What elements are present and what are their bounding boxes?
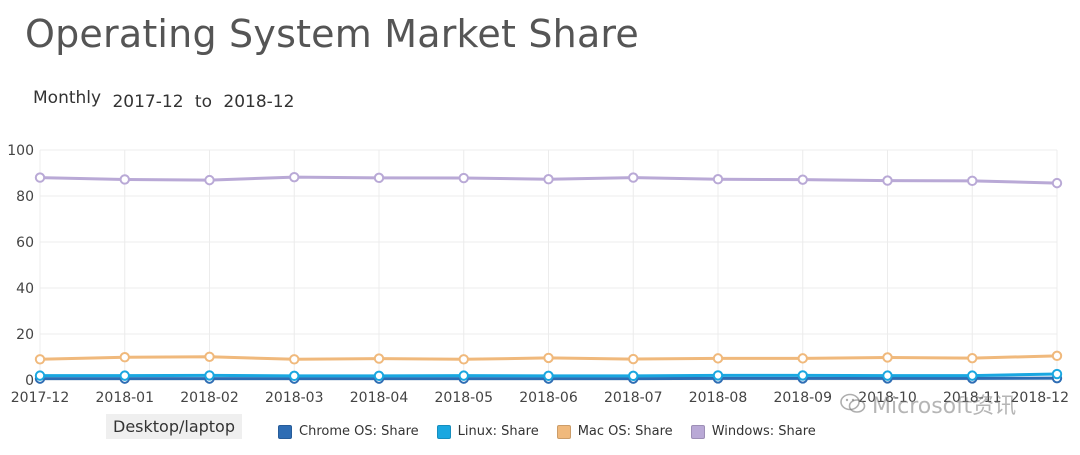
x-tick-label: 2018-06 xyxy=(519,390,578,406)
data-point xyxy=(458,370,469,381)
data-point xyxy=(204,351,215,362)
data-point xyxy=(797,370,808,381)
data-point xyxy=(373,172,385,184)
legend-item[interactable]: Windows: Share xyxy=(690,424,816,439)
data-point xyxy=(1051,177,1063,189)
x-tick-label: 2018-04 xyxy=(350,390,409,406)
x-tick-label: 2017-12 xyxy=(11,390,70,406)
data-point xyxy=(1051,368,1063,380)
watermark: Microsoft资讯 xyxy=(840,388,1016,420)
legend-group-label[interactable]: Desktop/laptop xyxy=(106,414,242,439)
watermark-text: Microsoft资讯 xyxy=(872,394,1017,419)
x-tick-label: 2018-08 xyxy=(689,390,748,406)
x-tick-label: 2018-10 xyxy=(858,390,917,406)
legend: Desktop/laptop Chrome OS: Share Linux: Sh… xyxy=(106,414,834,439)
data-point xyxy=(373,353,385,364)
data-point xyxy=(967,175,978,187)
data-point xyxy=(119,352,130,363)
legend-item[interactable]: Mac OS: Share xyxy=(556,424,673,439)
legend-label: Windows: Share xyxy=(711,424,816,439)
x-axis: 2017-12 2018-01 2018-02 2018-03 2018-04 2018-… xyxy=(11,390,1069,406)
data-point xyxy=(712,174,724,185)
data-point xyxy=(34,354,46,365)
legend-label: Mac OS: Share xyxy=(577,424,673,439)
data-point xyxy=(289,171,300,183)
x-tick-label: 2018-07 xyxy=(604,390,663,406)
range-to[interactable]: 2018-12 xyxy=(223,92,295,112)
data-point xyxy=(543,174,554,185)
y-tick-label: 60 xyxy=(16,235,34,251)
legend-items: Chrome OS: Share Linux: Share Mac OS: Shar… xyxy=(278,419,834,439)
chart-title: Operating System Market Share xyxy=(25,12,640,56)
data-point xyxy=(712,370,724,381)
date-range: Monthly 2017-12 to 2018-12 xyxy=(33,88,300,112)
x-tick-label: 2018-05 xyxy=(435,390,494,406)
data-point xyxy=(458,172,469,184)
y-axis: 0 20 40 60 80 100 xyxy=(7,143,34,389)
data-point xyxy=(119,174,130,185)
y-tick-label: 0 xyxy=(25,373,34,389)
data-point xyxy=(289,354,300,365)
y-tick-label: 100 xyxy=(7,143,34,159)
data-point xyxy=(628,353,639,365)
range-from[interactable]: 2017-12 xyxy=(112,92,184,112)
series-lines xyxy=(34,171,1063,384)
x-tick-label: 2018-01 xyxy=(96,390,155,406)
data-point xyxy=(289,370,300,382)
data-point xyxy=(712,353,724,364)
grid xyxy=(39,149,1058,381)
data-point xyxy=(628,172,639,183)
x-tick-label: 2018-02 xyxy=(180,390,239,406)
data-point xyxy=(797,174,808,185)
data-point xyxy=(882,175,893,186)
data-point xyxy=(204,174,215,186)
data-point xyxy=(882,352,893,363)
y-tick-label: 20 xyxy=(16,327,34,343)
x-tick-label: 2018-09 xyxy=(774,390,833,406)
range-to-word: to xyxy=(194,92,212,112)
legend-item[interactable]: Chrome OS: Share xyxy=(278,424,419,439)
legend-swatch xyxy=(278,424,292,439)
legend-label: Chrome OS: Share xyxy=(299,424,419,439)
period-label: Monthly xyxy=(33,88,102,108)
data-point xyxy=(34,370,46,381)
legend-item[interactable]: Linux: Share xyxy=(436,424,539,439)
legend-swatch xyxy=(556,424,571,439)
x-tick-label: 2018-11 xyxy=(943,390,1002,406)
data-point xyxy=(34,172,46,183)
data-point xyxy=(1051,350,1063,362)
data-point xyxy=(543,370,554,382)
data-point xyxy=(458,354,469,365)
legend-swatch xyxy=(436,424,451,439)
data-point xyxy=(543,352,554,364)
data-point xyxy=(967,352,978,364)
wechat-icon xyxy=(840,393,866,413)
data-point xyxy=(204,370,215,381)
x-tick-label: 2018-12 xyxy=(1011,390,1070,406)
data-point xyxy=(628,370,639,382)
data-point xyxy=(373,370,385,382)
y-tick-label: 40 xyxy=(16,281,34,297)
y-tick-label: 80 xyxy=(16,189,34,205)
data-point xyxy=(967,370,978,381)
x-tick-label: 2018-03 xyxy=(265,390,324,406)
data-point xyxy=(797,353,808,364)
legend-label: Linux: Share xyxy=(457,424,539,439)
legend-swatch xyxy=(690,424,705,439)
data-point xyxy=(882,370,893,381)
data-point xyxy=(119,370,130,381)
